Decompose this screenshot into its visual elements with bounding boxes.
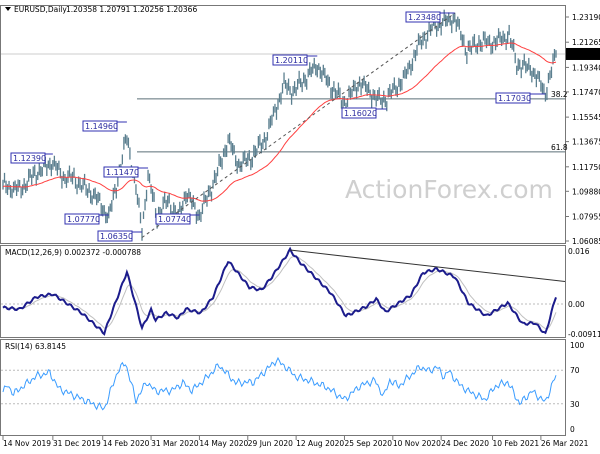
- date-tick-label: 29 Jun 2020: [248, 439, 293, 448]
- annotation-label: 1.17030: [498, 94, 531, 103]
- date-tick-label: 12 Aug 2020: [296, 439, 344, 448]
- annotation-box: [341, 107, 377, 119]
- rsi-tick-label: 30: [570, 400, 580, 409]
- price-tick-label: 1.21265: [572, 38, 600, 47]
- rsi-tick-label: 0: [570, 425, 575, 434]
- date-tick-label: 14 May 2020: [199, 439, 248, 448]
- date-tick-label: 31 Dec 2019: [53, 439, 101, 448]
- price-layer: 38.2 61.8 1.12390 1.14960 1.11470 1.077701.06…: [1, 9, 568, 242]
- macd-tick-label: -0.009116: [568, 330, 600, 339]
- annotation-box: [82, 120, 118, 132]
- fib-level-label: 61.8: [551, 143, 568, 152]
- ohlc-values: 1.20358 1.20791 1.20256 1.20366: [66, 5, 197, 14]
- macd-tick-label: 0.00: [568, 300, 585, 309]
- rsi-tick-label: 100: [570, 341, 585, 350]
- annotation-label: 1.12390: [13, 154, 46, 163]
- annotation-box: [10, 152, 46, 164]
- price-tick-label: 1.06085: [572, 237, 600, 246]
- annotation-box: [64, 213, 100, 225]
- macd-layer: [1, 246, 566, 336]
- annotation-label: 1.20110: [275, 56, 308, 65]
- annotation-label: 1.11470: [106, 168, 139, 177]
- macd-title: MACD(12,26,9) 0.002372 -0.000788: [5, 248, 141, 257]
- rsi-layer: [1, 356, 565, 411]
- date-tick-label: 26 Mar 2021: [541, 439, 589, 448]
- annotation-box: [97, 230, 133, 242]
- price-tick-label: 1.19340: [572, 63, 600, 72]
- annotation-label: 1.06350: [100, 232, 133, 241]
- date-tick-label: 31 Mar 2020: [151, 439, 199, 448]
- annotation-label: 1.16020: [344, 109, 377, 118]
- macd-signal-line: [2, 256, 557, 330]
- annotation-label: 1.23480: [408, 13, 441, 22]
- moving-average-line: [2, 42, 557, 202]
- price-tick-label: 1.23190: [572, 13, 600, 22]
- date-tick-label: 10 Nov 2020: [393, 439, 441, 448]
- dropdown-triangle-icon[interactable]: [5, 7, 11, 11]
- watermark: ActionForex.com: [345, 175, 553, 204]
- annotation-label: 1.07770: [67, 215, 100, 224]
- price-tick-label: 1.07955: [572, 213, 600, 222]
- date-tick-label: 10 Feb 2021: [493, 439, 540, 448]
- macd-trendline: [290, 249, 566, 282]
- price-tick-label: 1.17470: [572, 88, 600, 97]
- fib-level-label: 38.2: [551, 90, 568, 99]
- rsi-panel: [0, 339, 566, 436]
- annotation-box: [495, 92, 531, 104]
- axes-layer: 1.23190 1.21265 1.19340 1.17470 1.15545 1.136…: [2, 13, 600, 448]
- rsi-tick-label: 70: [570, 366, 580, 375]
- macd-line: [2, 246, 557, 336]
- annotation-box: [272, 54, 308, 66]
- current-price-box: [566, 47, 600, 60]
- annotation-box: [405, 11, 441, 23]
- symbol-title: EURUSD,Daily: [14, 5, 67, 14]
- rsi-title: RSI(14) 63.8145: [5, 342, 66, 351]
- price-tick-label: 1.11750: [572, 163, 600, 172]
- annotation-label: 1.14960: [85, 122, 118, 131]
- date-tick-label: 24 Dec 2020: [441, 439, 489, 448]
- macd-tick-label: 0.016: [568, 247, 590, 256]
- date-tick-label: 14 Nov 2019: [3, 439, 51, 448]
- annotation-box: [103, 166, 139, 178]
- date-tick-label: 25 Sep 2020: [344, 439, 392, 448]
- current-price-label: 1.20366: [569, 50, 600, 59]
- price-tick-label: 1.15545: [572, 113, 600, 122]
- date-tick-label: 14 Feb 2020: [103, 439, 150, 448]
- price-tick-label: 1.09880: [572, 187, 600, 196]
- annotation-label: 1.07740: [158, 215, 191, 224]
- dashed-trendline: [141, 12, 456, 238]
- annotation-box: [155, 213, 191, 225]
- price-tick-label: 1.13675: [572, 138, 600, 147]
- rsi-line: [2, 356, 557, 411]
